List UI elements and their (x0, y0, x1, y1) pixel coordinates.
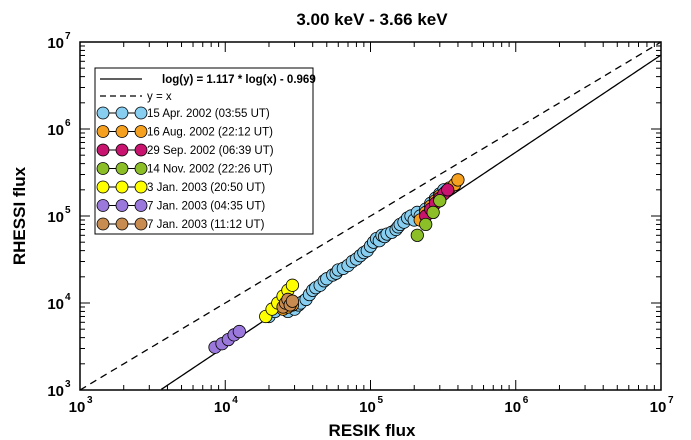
legend-marker (134, 217, 148, 231)
data-point (441, 183, 455, 197)
x-tick-exponent: 6 (523, 395, 529, 406)
legend-line-label: y = x (147, 91, 172, 103)
legend-marker (115, 106, 129, 120)
data-point (232, 324, 246, 339)
x-tick-exponent: 7 (668, 395, 674, 406)
x-tick-label: 10 (504, 399, 521, 416)
data-point (285, 294, 300, 308)
legend-marker (96, 106, 110, 120)
y-tick-exponent: 5 (65, 205, 71, 216)
data-point (451, 173, 465, 187)
y-tick-exponent: 3 (65, 379, 71, 390)
legend-series-label: 29 Sep. 2002 (06:39 UT) (147, 145, 274, 157)
tick-labels: 10 3 10 4 10 5 10 6 10 710 310 410 510 610 7 (47, 31, 674, 416)
y-tick-label: 10 (47, 296, 64, 313)
legend-series-label: 7 Jan. 2003 (11:12 UT) (147, 219, 265, 231)
y-axis-label: RHESSI flux (10, 166, 29, 265)
y-tick-exponent: 6 (65, 118, 71, 129)
legend-marker (96, 199, 110, 212)
data-point (285, 278, 300, 292)
legend-series-label: 7 Jan. 2003 (04:35 UT) (147, 201, 265, 213)
legend-marker (115, 162, 129, 175)
x-tick-label: 10 (69, 399, 86, 416)
legend-marker (96, 143, 110, 157)
legend-series-label: 15 Apr. 2002 (03:55 UT) (147, 108, 270, 120)
data-point (410, 228, 424, 242)
x-tick-label: 10 (650, 399, 667, 416)
legend-marker (96, 217, 110, 231)
y-tick-label: 10 (47, 383, 64, 400)
data-point (433, 194, 447, 208)
y-tick-label: 10 (47, 122, 64, 139)
legend-line-label: log(y) = 1.117 * log(x) - 0.969 (162, 74, 316, 86)
y-tick-exponent: 4 (65, 292, 71, 303)
legend-series-label: 16 Aug. 2002 (22:12 UT) (147, 127, 273, 139)
legend-marker (134, 106, 148, 120)
x-tick-label: 10 (359, 399, 376, 416)
data-points (208, 173, 465, 354)
x-tick-exponent: 4 (232, 395, 238, 406)
legend-marker (134, 125, 148, 138)
legend-marker (115, 180, 129, 194)
legend-series-label: 3 Jan. 2003 (20:50 UT) (147, 182, 265, 194)
legend-marker (115, 143, 129, 157)
legend-marker (115, 217, 129, 231)
legend-marker (96, 162, 110, 175)
axis-ticks (80, 42, 661, 390)
legend-marker (134, 199, 148, 212)
legend-marker (134, 162, 148, 175)
x-tick-exponent: 5 (378, 395, 384, 406)
legend-marker (96, 125, 110, 138)
legend: log(y) = 1.117 * log(x) - 0.969 y = x 15 A… (94, 67, 316, 235)
x-tick-label: 10 (214, 399, 231, 416)
y-tick-exponent: 7 (65, 31, 71, 42)
x-axis-label: RESIK flux (329, 421, 416, 440)
identity-line (79, 41, 662, 391)
legend-series-label: 14 Nov. 2002 (22:26 UT) (147, 164, 273, 176)
legend-marker (134, 180, 148, 194)
chart-title: 3.00 keV - 3.66 keV (296, 10, 448, 29)
legend-marker (115, 199, 129, 212)
data-point (419, 217, 433, 232)
y-tick-label: 10 (47, 209, 64, 226)
x-tick-exponent: 3 (87, 395, 93, 406)
legend-marker (115, 125, 129, 138)
legend-marker (96, 180, 110, 194)
data-point (426, 205, 440, 219)
y-tick-label: 10 (47, 35, 64, 52)
legend-marker (134, 143, 148, 157)
